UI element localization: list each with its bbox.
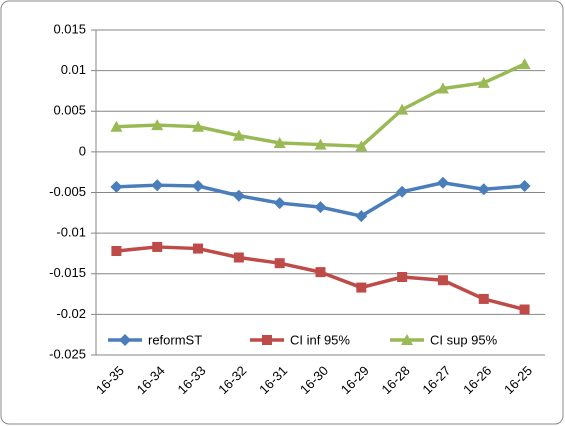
marker <box>518 180 531 192</box>
marker <box>436 82 449 94</box>
marker <box>110 180 123 193</box>
marker <box>274 258 285 269</box>
marker <box>397 272 408 282</box>
marker <box>519 304 530 315</box>
legend-label: CI sup 95% <box>430 332 498 347</box>
y-tick-label: 0.01 <box>61 62 86 77</box>
marker <box>151 179 164 192</box>
legend-marker <box>119 334 131 346</box>
marker <box>273 136 286 148</box>
marker <box>355 210 368 223</box>
y-tick-label: -0.02 <box>56 306 86 321</box>
marker <box>193 243 204 254</box>
y-tick-label: -0.01 <box>56 225 86 240</box>
y-tick-label: 0 <box>79 143 86 158</box>
marker <box>151 119 164 131</box>
marker <box>518 58 531 70</box>
y-tick-label: 0.005 <box>53 103 86 118</box>
marker <box>192 120 205 132</box>
marker <box>396 185 409 198</box>
y-tick-label: 0.015 <box>53 21 86 36</box>
marker <box>232 129 245 141</box>
marker <box>478 293 489 304</box>
marker <box>477 76 490 88</box>
marker <box>436 176 449 189</box>
marker <box>396 103 409 115</box>
marker <box>192 180 205 192</box>
marker <box>355 140 368 152</box>
legend-marker <box>401 334 413 345</box>
marker <box>110 120 123 132</box>
marker <box>437 275 448 286</box>
legend-marker <box>262 335 272 345</box>
legend-label: reformST <box>148 332 202 347</box>
y-tick-label: -0.025 <box>49 346 86 361</box>
marker <box>314 201 327 214</box>
y-tick-label: -0.015 <box>49 265 86 280</box>
marker <box>152 241 163 252</box>
marker <box>314 138 327 150</box>
marker <box>315 267 326 278</box>
marker <box>232 189 245 202</box>
legend-label: CI inf 95% <box>290 332 350 347</box>
marker <box>477 183 490 196</box>
marker <box>111 246 122 256</box>
marker <box>356 282 367 293</box>
marker <box>233 252 244 263</box>
marker <box>273 197 286 210</box>
y-tick-label: -0.005 <box>49 184 86 199</box>
legend-box <box>104 327 534 353</box>
